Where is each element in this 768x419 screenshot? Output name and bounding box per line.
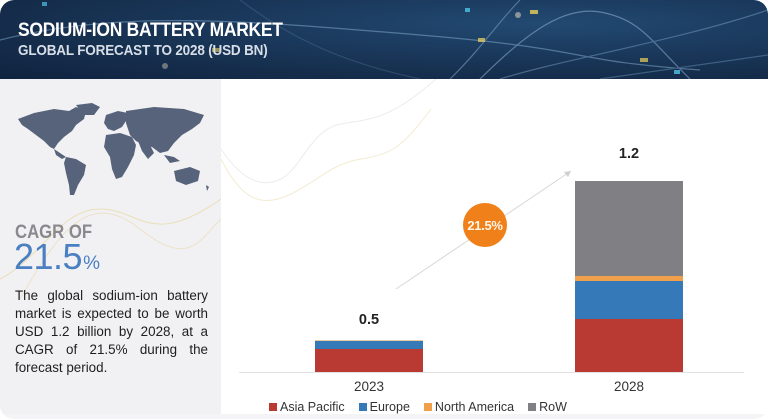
bar-total-2028: 1.2	[618, 146, 640, 162]
decorative-curve-icon	[0, 198, 221, 299]
segment-asia-pacific	[315, 349, 423, 372]
legend-swatch-icon	[423, 403, 432, 411]
bottom-edge	[0, 414, 768, 419]
legend-swatch-icon	[269, 403, 277, 411]
segment-north-america	[575, 276, 683, 281]
cagr-value: 21.5%	[14, 236, 100, 278]
legend-label: RoW	[539, 400, 567, 414]
legend-label: Asia Pacific	[280, 400, 345, 414]
cagr-label: CAGR OF	[15, 222, 93, 243]
legend-label: North America	[434, 400, 515, 414]
cagr-percent-sign: %	[83, 253, 100, 274]
bar-2023[interactable]	[315, 340, 423, 372]
segment-row	[575, 181, 683, 276]
legend-label: Europe	[369, 400, 410, 414]
segment-europe	[315, 341, 423, 349]
legend-swatch-icon	[358, 403, 367, 411]
legend-swatch-icon	[528, 403, 537, 411]
segment-north-america	[315, 340, 423, 341]
cagr-bubble: 21.5%	[463, 203, 507, 247]
bar-total-2023: 0.5	[358, 312, 380, 328]
x-axis-line	[239, 372, 744, 373]
decorative-curve-icon	[221, 79, 572, 290]
bar-2028[interactable]	[575, 181, 683, 372]
legend-item-row: RoW	[528, 400, 567, 414]
legend-item-asia-pacific: Asia Pacific	[269, 400, 345, 414]
legend-item-north-america: North America	[423, 400, 515, 414]
legend-item-europe: Europe	[358, 400, 410, 414]
market-description: The global sodium-ion battery market is …	[15, 288, 208, 375]
x-tick-2028: 2028	[613, 379, 645, 394]
world-map-icon	[18, 103, 209, 195]
x-tick-2023: 2023	[353, 379, 385, 394]
segment-europe	[575, 281, 683, 319]
summary-panel: CAGR OF 21.5% The global sodium-ion batt…	[0, 79, 221, 419]
stacked-bar-chart: 0.5 2023 1.2 2028 21.5% Asia Pacific	[221, 79, 768, 419]
fiber-optic-background-icon	[0, 0, 768, 79]
cagr-number: 21.5	[14, 236, 83, 277]
page-title: SODIUM-ION BATTERY MARKET	[18, 20, 283, 41]
chart-legend: Asia Pacific Europe North America RoW	[269, 399, 581, 415]
header-banner: SODIUM-ION BATTERY MARKET GLOBAL FORECAS…	[0, 0, 768, 79]
page-subtitle: GLOBAL FORECAST TO 2028 (USD BN)	[18, 42, 268, 59]
segment-asia-pacific	[575, 319, 683, 372]
